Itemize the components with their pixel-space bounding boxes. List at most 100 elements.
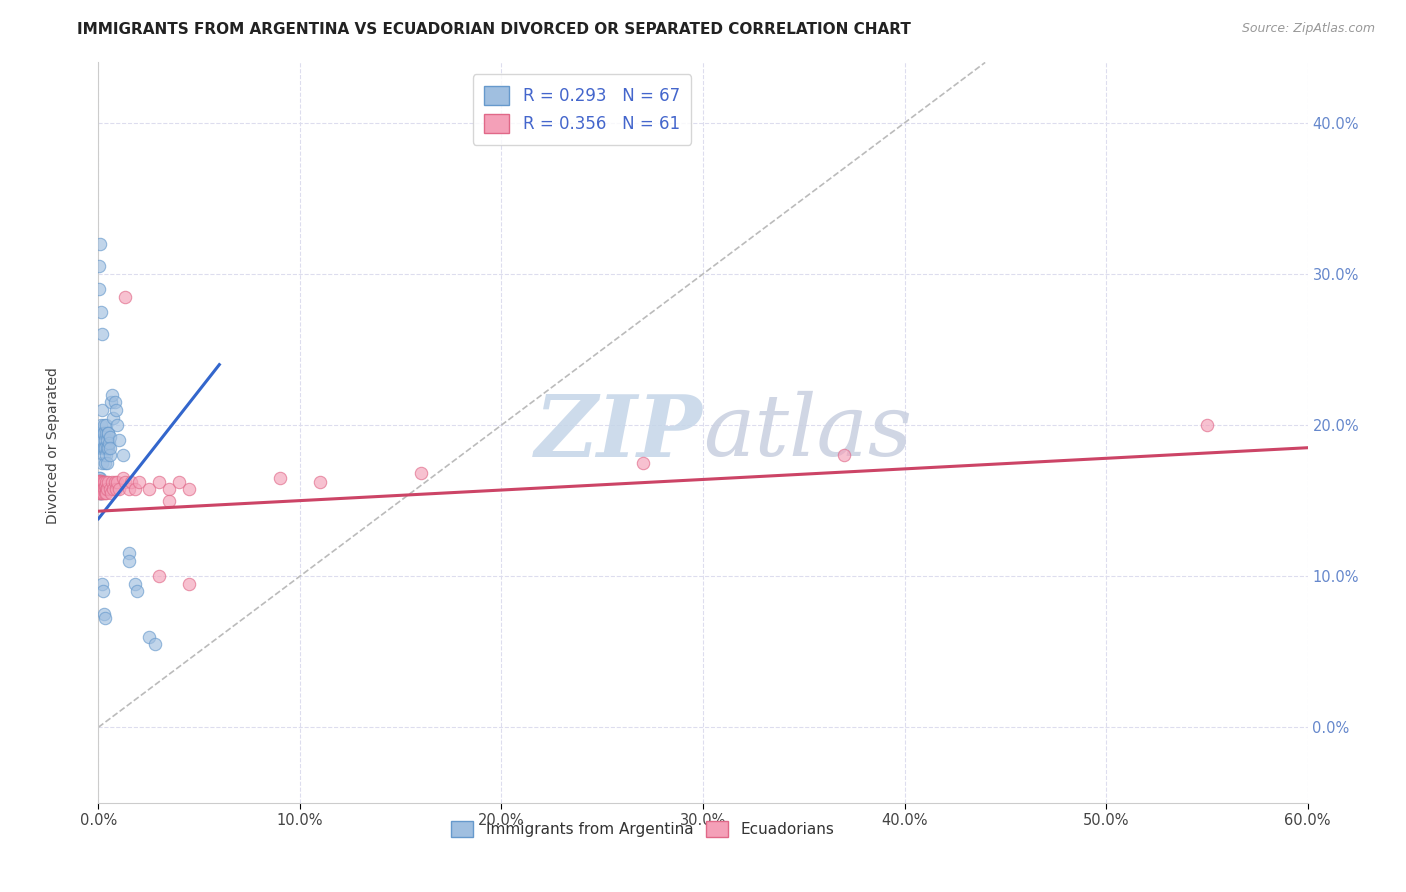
Point [89,475,111,490]
Point [93,482,115,496]
Point [94,486,117,500]
Point [93,418,115,433]
Point [96,448,118,462]
Point [167,475,190,490]
Point [157,493,180,508]
Point [97,436,120,450]
Point [93,448,115,462]
Point [114,475,136,490]
Point [93,486,115,500]
Point [97,425,120,440]
Point [90,425,112,440]
Point [90,486,112,500]
Point [89,474,111,488]
Point [1195,418,1218,433]
Point [98,441,121,455]
Point [87,471,110,485]
Point [143,637,166,651]
Point [89,486,111,500]
Point [269,471,291,485]
Point [89,260,111,274]
Point [138,630,160,644]
Point [91,403,114,417]
Point [91,486,114,500]
Point [93,441,115,455]
Point [96,482,118,496]
Point [148,475,170,490]
Point [90,482,112,496]
Point [89,482,111,496]
Text: ZIP: ZIP [536,391,703,475]
Point [104,482,127,496]
Point [409,467,432,481]
Point [89,475,111,490]
Point [89,482,111,496]
Point [90,482,112,496]
Point [124,482,146,496]
Point [91,327,114,342]
Point [179,482,201,496]
Point [96,441,118,455]
Point [125,584,148,599]
Point [89,486,111,500]
Point [96,475,118,490]
Point [87,478,110,492]
Point [89,478,111,492]
Point [89,482,111,496]
Point [118,547,141,561]
Point [148,569,170,583]
Point [89,478,111,492]
Point [89,471,111,485]
Point [100,486,122,500]
Point [91,482,114,496]
Point [98,482,121,496]
Point [87,282,110,296]
Point [100,388,122,402]
Point [94,611,117,625]
Point [91,478,114,492]
Point [101,410,124,425]
Point [91,433,114,447]
Point [89,475,111,490]
Point [93,607,115,621]
Point [124,576,146,591]
Point [98,430,121,444]
Point [87,474,110,488]
Point [90,482,112,496]
Point [89,486,111,500]
Point [631,456,654,470]
Point [89,483,111,497]
Point [89,486,111,500]
Point [94,482,117,496]
Point [94,478,117,492]
Point [89,482,111,496]
Text: Divorced or Separated: Divorced or Separated [46,368,60,524]
Point [101,482,124,496]
Point [104,403,127,417]
Point [128,475,150,490]
Point [97,475,120,490]
Point [90,474,112,488]
Point [91,576,114,591]
Point [93,584,115,599]
Point [96,433,118,447]
Point [157,482,180,496]
Legend: Immigrants from Argentina, Ecuadorians: Immigrants from Argentina, Ecuadorians [444,814,841,843]
Point [97,425,120,440]
Point [94,433,117,447]
Point [107,482,129,496]
Point [89,474,111,488]
Point [89,236,111,251]
Point [89,433,111,447]
Point [111,448,134,462]
Point [100,395,122,409]
Point [103,475,125,490]
Point [138,482,160,496]
Point [91,441,114,455]
Point [90,441,112,455]
Point [90,304,112,318]
Point [89,483,111,497]
Point [94,441,117,455]
Point [98,448,121,462]
Point [105,418,128,433]
